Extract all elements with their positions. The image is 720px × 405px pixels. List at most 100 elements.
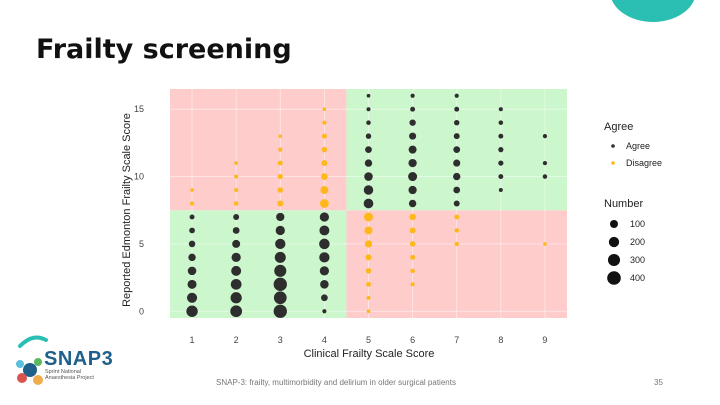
point-agree [542, 134, 548, 139]
point-agree [321, 294, 328, 302]
size-legend-label: 300 [630, 255, 645, 265]
point-agree [453, 146, 461, 153]
point-agree [542, 174, 548, 179]
point-agree [230, 305, 243, 318]
point-agree [275, 238, 286, 250]
point-agree [453, 186, 461, 194]
point-agree [189, 214, 195, 220]
point-agree [364, 172, 373, 181]
point-agree [273, 277, 287, 291]
point-agree [232, 239, 241, 248]
point-disagree [543, 242, 547, 246]
point-disagree [234, 174, 239, 179]
size-legend-key [607, 253, 621, 267]
point-disagree [366, 281, 371, 287]
point-disagree [321, 146, 328, 153]
size-legend-title: Number [604, 198, 643, 210]
x-tick-label: 6 [410, 335, 415, 345]
point-disagree [365, 268, 372, 274]
point-disagree [365, 254, 372, 261]
point-disagree [364, 240, 373, 248]
point-disagree [277, 187, 284, 193]
point-agree [231, 265, 242, 276]
point-disagree [321, 133, 327, 139]
point-agree [319, 225, 330, 236]
point-agree [188, 240, 196, 248]
point-agree [453, 172, 461, 181]
corner-accent-shape [610, 0, 696, 22]
point-agree [186, 305, 198, 317]
x-tick-label: 2 [234, 335, 239, 345]
point-disagree [322, 107, 327, 112]
point-agree [366, 107, 371, 112]
point-agree [276, 212, 285, 222]
point-disagree [410, 268, 415, 274]
y-tick-label: 10 [134, 172, 144, 182]
point-disagree [278, 134, 283, 138]
point-agree [410, 93, 415, 98]
point-disagree [319, 199, 329, 208]
point-agree [275, 225, 285, 236]
y-tick-label: 0 [139, 306, 144, 316]
point-agree [188, 253, 196, 262]
point-agree [273, 291, 287, 305]
point-agree [453, 200, 460, 207]
point-agree [187, 266, 197, 276]
size-legend-label: 200 [630, 237, 645, 247]
size-legend-label: 100 [630, 219, 645, 229]
region-disagree-1 [170, 89, 347, 211]
point-agree [189, 227, 195, 234]
color-legend-label: Disagree [626, 158, 662, 168]
point-agree [233, 214, 240, 220]
page-number: 35 [654, 378, 663, 387]
slide-footer: SNAP-3: frailty, multimorbidity and deli… [216, 378, 456, 387]
point-agree [363, 198, 374, 209]
point-agree [498, 133, 504, 139]
y-axis-label: Reported Edmonton Frailty Scale Score [121, 113, 133, 307]
point-disagree [454, 241, 459, 247]
point-agree [409, 119, 416, 126]
point-agree [231, 252, 241, 263]
x-tick-label: 3 [278, 335, 283, 345]
point-agree [319, 252, 330, 263]
point-agree [408, 199, 417, 208]
point-agree [274, 251, 286, 263]
point-disagree [409, 241, 416, 247]
point-agree [410, 106, 416, 112]
size-legend-label: 400 [630, 273, 645, 283]
size-legend-key [607, 271, 621, 285]
point-agree [454, 106, 460, 112]
point-disagree [409, 227, 416, 234]
point-agree [363, 185, 374, 195]
point-agree [453, 159, 461, 167]
point-agree [364, 159, 373, 167]
x-tick-label: 7 [454, 335, 459, 345]
point-agree [365, 146, 372, 153]
point-disagree [277, 200, 284, 207]
point-agree [230, 278, 242, 290]
point-agree [498, 188, 503, 193]
x-axis-label: Clinical Frailty Scale Score [304, 348, 435, 360]
color-legend-key-agree [611, 144, 615, 148]
point-disagree [233, 201, 239, 206]
point-disagree [190, 188, 194, 192]
color-legend-title: Agree [604, 121, 633, 133]
color-legend-label: Agree [626, 141, 650, 151]
point-agree [320, 280, 329, 289]
point-disagree [364, 226, 373, 235]
point-disagree [278, 147, 283, 152]
point-agree [232, 227, 240, 234]
point-agree [319, 212, 330, 222]
point-disagree [321, 173, 328, 180]
point-agree [453, 119, 460, 126]
point-agree [322, 309, 327, 314]
snap3-logo [8, 334, 128, 394]
x-tick-label: 1 [190, 335, 195, 345]
point-agree [365, 133, 372, 139]
y-tick-label: 15 [134, 104, 144, 114]
point-agree [319, 238, 330, 250]
point-agree [273, 304, 287, 318]
point-disagree [320, 186, 329, 195]
point-agree [408, 172, 418, 182]
point-disagree [321, 160, 328, 167]
